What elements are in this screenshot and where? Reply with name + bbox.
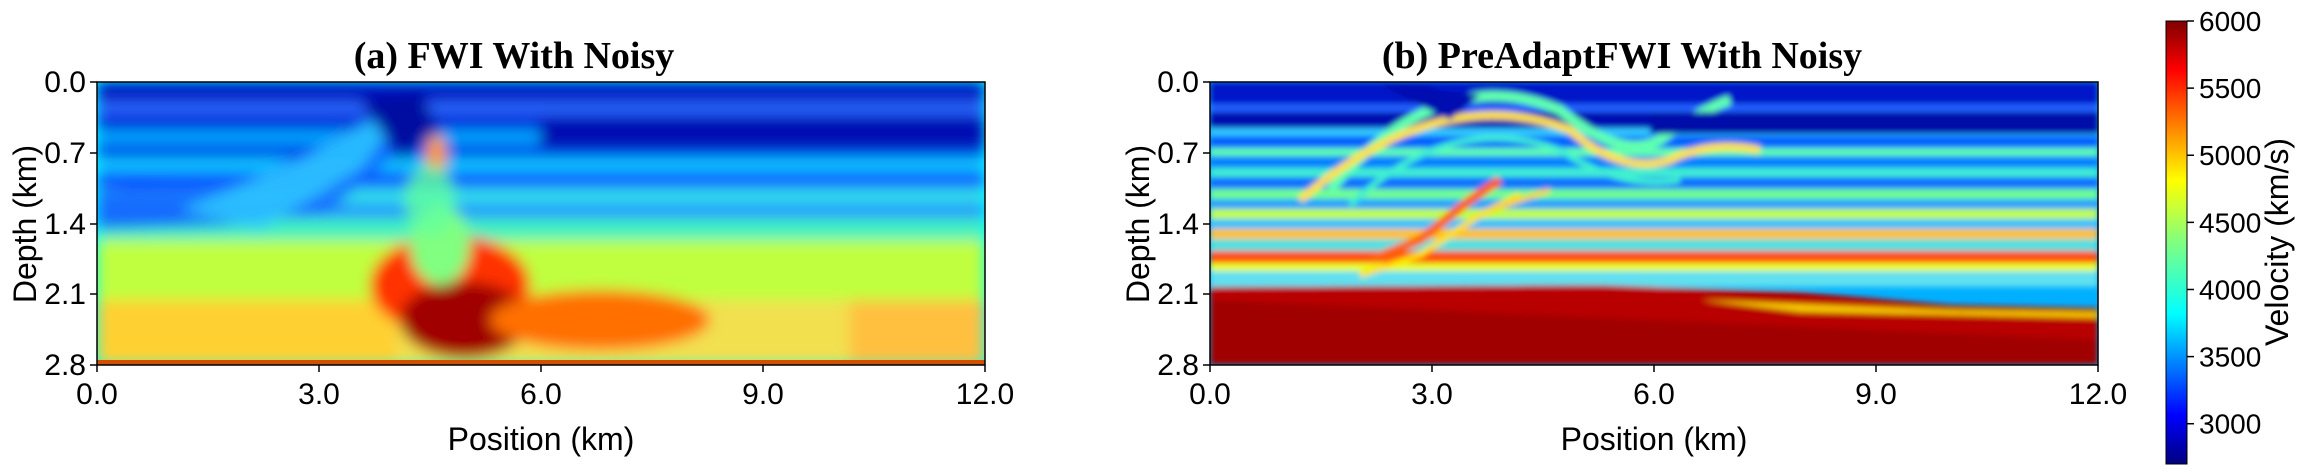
panel-a-ylabel: Depth (km) <box>7 145 43 303</box>
panel-a-title: (a) FWI With Noisy <box>354 35 675 77</box>
panel-a-heatmap <box>97 82 985 365</box>
panel-b-xtick: 3.0 <box>1411 378 1453 411</box>
panel-a-xtick: 9.0 <box>742 378 784 411</box>
panel-b-x-ticks: 0.0 3.0 6.0 9.0 12.0 <box>1189 365 2127 411</box>
panel-b-xtick: 9.0 <box>1855 378 1897 411</box>
colorbar-tick-label: 3500 <box>2199 342 2261 373</box>
panel-b-y-ticks: 0.0 0.7 1.4 2.1 2.8 <box>1157 66 1210 382</box>
panel-b-xtick: 6.0 <box>1633 378 1675 411</box>
colorbar-tick-label: 4500 <box>2199 207 2261 238</box>
panel-b-xtick: 0.0 <box>1189 378 1231 411</box>
panel-b: (b) PreAdaptFWI With Noisy <box>1120 35 2127 457</box>
colorbar-ticks: 3000 3500 4000 4500 5000 5500 6000 <box>2187 6 2261 440</box>
colorbar-tick-label: 6000 <box>2199 6 2261 37</box>
panel-a-ytick: 1.4 <box>44 208 86 241</box>
panel-b-title: (b) PreAdaptFWI With Noisy <box>1382 35 1862 77</box>
panel-b-ytick: 0.7 <box>1157 137 1199 170</box>
panel-a-xlabel: Position (km) <box>448 421 635 457</box>
panel-a-y-ticks: 0.0 0.7 1.4 2.1 2.8 <box>44 66 97 382</box>
panel-a-xtick: 3.0 <box>298 378 340 411</box>
colorbar: 3000 3500 4000 4500 5000 5500 6000 Velocity (k… <box>2165 6 2295 465</box>
colorbar-tick-label: 4000 <box>2199 274 2261 305</box>
panel-a-xtick: 12.0 <box>956 378 1014 411</box>
panel-b-ylabel: Depth (km) <box>1120 145 1156 303</box>
colorbar-tick-label: 5500 <box>2199 73 2261 104</box>
panel-a-xtick: 0.0 <box>76 378 118 411</box>
panel-b-ytick: 2.8 <box>1157 349 1199 382</box>
colorbar-tick-label: 5000 <box>2199 140 2261 171</box>
panel-b-xlabel: Position (km) <box>1561 421 1748 457</box>
panel-a-ytick: 0.0 <box>44 66 86 99</box>
colorbar-tick-label: 3000 <box>2199 409 2261 440</box>
panel-b-xtick: 12.0 <box>2069 378 2127 411</box>
panel-a-ytick: 2.8 <box>44 349 86 382</box>
panel-b-ytick: 2.1 <box>1157 278 1199 311</box>
panel-a-x-ticks: 0.0 3.0 6.0 9.0 12.0 <box>76 365 1014 411</box>
panel-a-ytick: 2.1 <box>44 278 86 311</box>
panel-a-ytick: 0.7 <box>44 137 86 170</box>
panel-a-xtick: 6.0 <box>520 378 562 411</box>
colorbar-label: Velocity (km/s) <box>2259 138 2295 346</box>
colorbar-gradient <box>2165 20 2188 465</box>
panel-b-ytick: 0.0 <box>1157 66 1199 99</box>
panel-b-ytick: 1.4 <box>1157 208 1199 241</box>
panel-b-heatmap <box>1210 82 2098 365</box>
panel-a: (a) FWI With Noisy <box>7 35 1014 457</box>
